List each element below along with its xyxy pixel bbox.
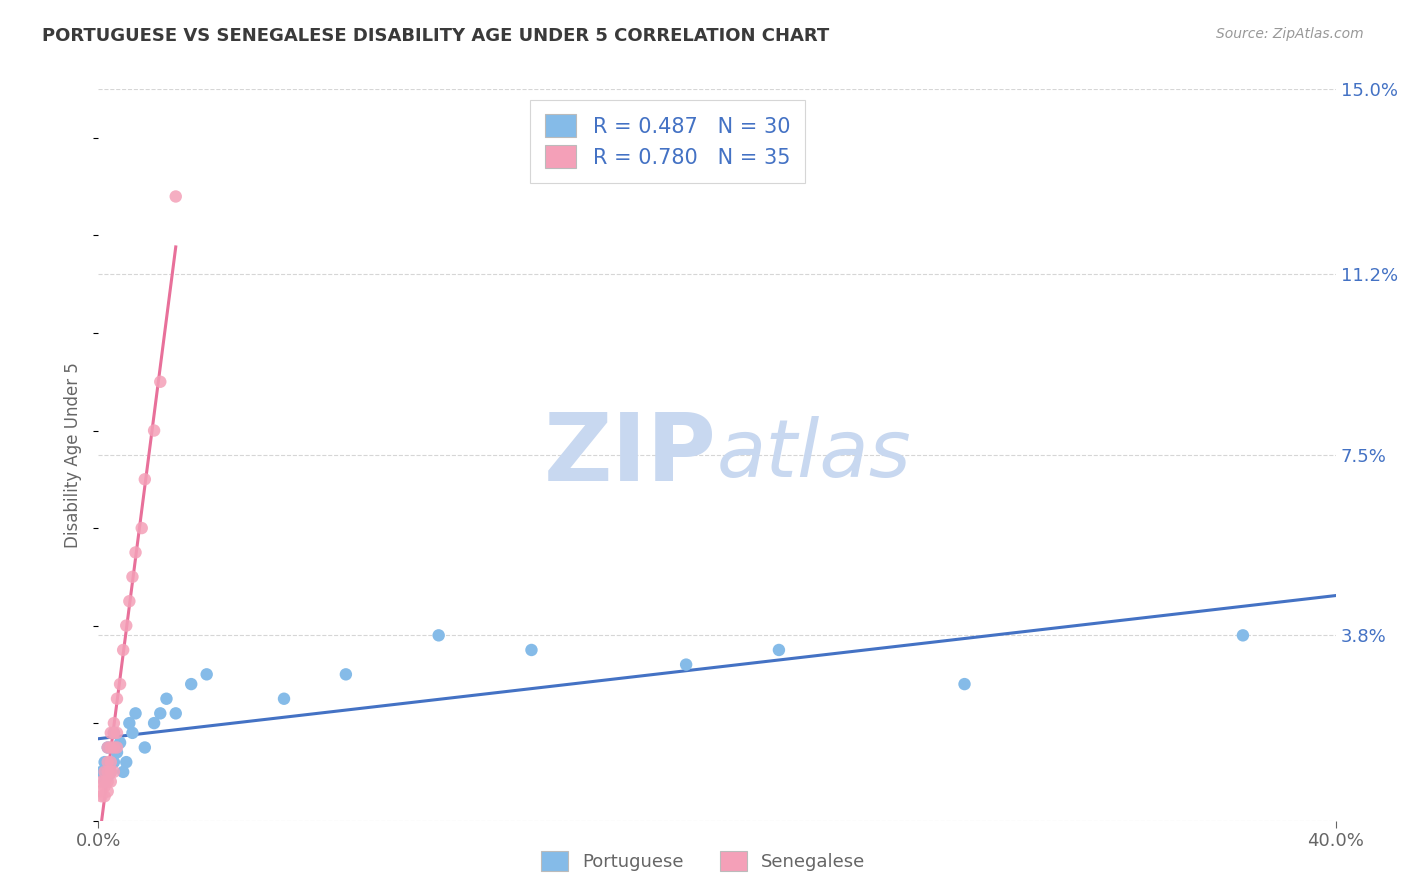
Point xyxy=(100,774,122,789)
Point xyxy=(134,740,156,755)
Point xyxy=(118,594,141,608)
Point xyxy=(103,764,125,779)
Text: ZIP: ZIP xyxy=(544,409,717,501)
Point xyxy=(143,716,166,731)
Point xyxy=(112,643,135,657)
Point xyxy=(103,726,125,740)
Point xyxy=(273,691,295,706)
Point xyxy=(97,774,120,789)
Point xyxy=(105,745,128,759)
Point xyxy=(108,736,131,750)
Point xyxy=(105,726,128,740)
Point xyxy=(105,740,128,755)
Point xyxy=(121,570,143,584)
Point xyxy=(97,740,120,755)
Y-axis label: Disability Age Under 5: Disability Age Under 5 xyxy=(65,362,83,548)
Legend: Portuguese, Senegalese: Portuguese, Senegalese xyxy=(533,844,873,879)
Point xyxy=(97,784,120,798)
Point xyxy=(97,764,120,779)
Point xyxy=(93,764,115,779)
Legend: R = 0.487   N = 30, R = 0.780   N = 35: R = 0.487 N = 30, R = 0.780 N = 35 xyxy=(530,100,804,183)
Point xyxy=(112,764,135,779)
Point xyxy=(90,789,112,804)
Point xyxy=(165,706,187,721)
Point xyxy=(1232,628,1254,642)
Point xyxy=(149,706,172,721)
Point xyxy=(97,755,120,769)
Point xyxy=(768,643,790,657)
Point xyxy=(675,657,697,672)
Point xyxy=(93,780,115,794)
Text: Source: ZipAtlas.com: Source: ZipAtlas.com xyxy=(1216,27,1364,41)
Point xyxy=(520,643,543,657)
Point xyxy=(93,774,115,789)
Point xyxy=(97,740,120,755)
Point xyxy=(124,545,146,559)
Point xyxy=(93,774,115,789)
Point xyxy=(100,755,122,769)
Point xyxy=(100,764,122,779)
Point xyxy=(100,726,122,740)
Point xyxy=(108,677,131,691)
Point xyxy=(100,764,122,779)
Point xyxy=(427,628,450,642)
Point xyxy=(93,755,115,769)
Point xyxy=(118,716,141,731)
Point xyxy=(93,789,115,804)
Point xyxy=(103,755,125,769)
Point xyxy=(134,472,156,486)
Point xyxy=(143,424,166,438)
Point xyxy=(155,691,177,706)
Point xyxy=(103,716,125,731)
Point xyxy=(953,677,976,691)
Text: atlas: atlas xyxy=(717,416,912,494)
Point xyxy=(180,677,202,691)
Point xyxy=(103,740,125,755)
Point xyxy=(100,740,122,755)
Point xyxy=(124,706,146,721)
Text: PORTUGUESE VS SENEGALESE DISABILITY AGE UNDER 5 CORRELATION CHART: PORTUGUESE VS SENEGALESE DISABILITY AGE … xyxy=(42,27,830,45)
Point xyxy=(105,691,128,706)
Point xyxy=(165,189,187,203)
Point xyxy=(97,770,120,784)
Point xyxy=(90,784,112,798)
Point xyxy=(103,726,125,740)
Point xyxy=(121,726,143,740)
Point xyxy=(131,521,153,535)
Point xyxy=(149,375,172,389)
Point xyxy=(90,774,112,789)
Point xyxy=(90,764,112,779)
Point xyxy=(115,618,138,632)
Point xyxy=(335,667,357,681)
Point xyxy=(115,755,138,769)
Point xyxy=(195,667,218,681)
